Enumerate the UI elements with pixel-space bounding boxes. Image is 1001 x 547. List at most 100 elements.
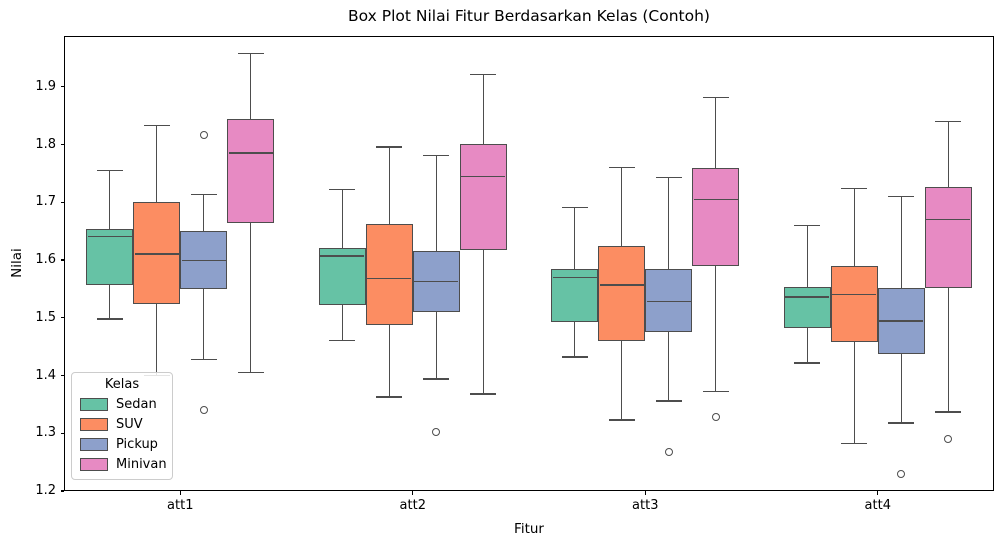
box-suv-att2 (365, 223, 413, 326)
median-sedan-att1 (87, 235, 132, 238)
box-minivan-att4 (924, 187, 972, 288)
y-tick-1.7 (60, 201, 64, 203)
legend-swatch-suv (80, 418, 108, 431)
cap-upper-pickup-att2 (423, 154, 450, 157)
outlier-pickup-att4-0 (897, 469, 906, 478)
cap-upper-suv-att1 (143, 124, 170, 127)
cap-upper-sedan-att3 (561, 206, 588, 209)
median-sedan-att2 (320, 255, 365, 257)
y-tick-1.8 (60, 143, 64, 146)
median-suv-att3 (599, 284, 644, 286)
cap-lower-suv-att2 (376, 396, 403, 398)
median-minivan-att1 (228, 152, 273, 154)
whisker-lower-sedan-att4 (806, 328, 808, 363)
whisker-lower-sedan-att3 (574, 321, 576, 358)
cap-lower-sedan-att1 (96, 318, 123, 320)
cap-lower-pickup-att2 (423, 378, 450, 380)
median-minivan-att4 (926, 218, 971, 221)
legend-items: Sedan SUV Pickup Minivan (80, 397, 167, 472)
box-suv-att3 (598, 246, 646, 342)
cap-lower-minivan-att2 (470, 393, 497, 395)
cap-upper-suv-att2 (376, 146, 403, 148)
whisker-upper-pickup-att1 (203, 194, 205, 231)
whisker-upper-sedan-att4 (806, 225, 808, 288)
legend-item-suv: SUV (80, 417, 164, 432)
whisker-lower-pickup-att2 (435, 312, 437, 379)
y-tick-1.5 (60, 317, 64, 319)
cap-lower-suv-att4 (841, 442, 868, 445)
legend-swatch-pickup (80, 438, 108, 451)
y-tick-1.9 (60, 86, 64, 88)
y-tick-label-1.8: 1.8 (35, 136, 56, 152)
y-tick-1.3 (60, 432, 64, 434)
legend-label-minivan: Minivan (116, 457, 167, 472)
x-tick-att2 (412, 491, 414, 495)
whisker-upper-pickup-att3 (668, 177, 670, 269)
median-pickup-att2 (414, 280, 459, 283)
whisker-upper-minivan-att4 (947, 121, 949, 188)
cap-upper-minivan-att2 (470, 73, 497, 76)
y-tick-label-1.9: 1.9 (35, 78, 56, 94)
whisker-lower-suv-att2 (388, 325, 390, 397)
whisker-lower-suv-att1 (156, 303, 158, 376)
whisker-lower-suv-att4 (853, 342, 855, 444)
whisker-lower-pickup-att3 (668, 331, 670, 401)
y-tick-1.4 (60, 374, 64, 377)
cap-lower-pickup-att4 (888, 422, 915, 424)
cap-lower-pickup-att3 (655, 400, 682, 402)
box-sedan-att1 (86, 228, 134, 286)
cap-lower-minivan-att3 (702, 390, 729, 393)
cap-lower-sedan-att3 (561, 356, 588, 358)
y-tick-label-1.2: 1.2 (35, 483, 56, 498)
x-tick-label-att3: att3 (632, 498, 659, 513)
cap-upper-sedan-att4 (794, 224, 821, 227)
box-sedan-att2 (318, 248, 366, 306)
whisker-upper-sedan-att3 (574, 207, 576, 269)
whisker-lower-pickup-att1 (203, 289, 205, 360)
outlier-pickup-att1-0 (199, 130, 208, 139)
legend-swatch-minivan (80, 458, 108, 471)
y-tick-1.6 (60, 259, 64, 261)
median-sedan-att4 (785, 296, 830, 298)
median-suv-att2 (367, 277, 412, 280)
box-suv-att4 (830, 265, 878, 342)
box-sedan-att4 (783, 287, 831, 329)
chart-title: Box Plot Nilai Fitur Berdasarkan Kelas (… (348, 7, 710, 25)
legend: Kelas Sedan SUV Pickup Minivan (71, 372, 173, 480)
median-minivan-att3 (693, 198, 738, 201)
legend-label-suv: SUV (116, 417, 143, 432)
whisker-upper-pickup-att4 (900, 196, 902, 289)
legend-swatch-sedan (80, 398, 108, 411)
whisker-upper-sedan-att1 (109, 170, 111, 229)
whisker-upper-minivan-att2 (482, 74, 484, 144)
y-tick-label-1.6: 1.6 (35, 252, 56, 268)
whisker-upper-pickup-att2 (435, 155, 437, 251)
outlier-pickup-att1-1 (199, 406, 208, 415)
whisker-lower-minivan-att4 (947, 287, 949, 412)
outlier-pickup-att2-0 (432, 427, 441, 436)
whisker-lower-minivan-att1 (250, 223, 252, 373)
legend-item-minivan: Minivan (80, 457, 167, 472)
box-minivan-att2 (459, 143, 507, 251)
cap-upper-suv-att3 (608, 166, 635, 169)
box-minivan-att3 (692, 168, 740, 266)
legend-item-sedan: Sedan (80, 397, 164, 412)
outlier-minivan-att3-0 (711, 413, 720, 422)
median-pickup-att3 (646, 300, 691, 303)
median-minivan-att2 (461, 175, 506, 178)
legend-title: Kelas (104, 377, 140, 392)
whisker-lower-pickup-att4 (900, 353, 902, 423)
whisker-upper-minivan-att3 (715, 97, 717, 169)
whisker-lower-sedan-att1 (109, 285, 111, 319)
median-suv-att4 (832, 293, 877, 296)
x-tick-label-att4: att4 (864, 498, 891, 513)
whisker-upper-suv-att4 (853, 188, 855, 266)
x-tick-att1 (179, 491, 181, 495)
cap-upper-minivan-att4 (935, 120, 962, 123)
whisker-upper-suv-att3 (621, 167, 623, 247)
cap-lower-suv-att3 (608, 419, 635, 421)
whisker-lower-sedan-att2 (341, 305, 343, 341)
legend-label-pickup: Pickup (116, 437, 158, 452)
whisker-lower-suv-att3 (621, 341, 623, 420)
